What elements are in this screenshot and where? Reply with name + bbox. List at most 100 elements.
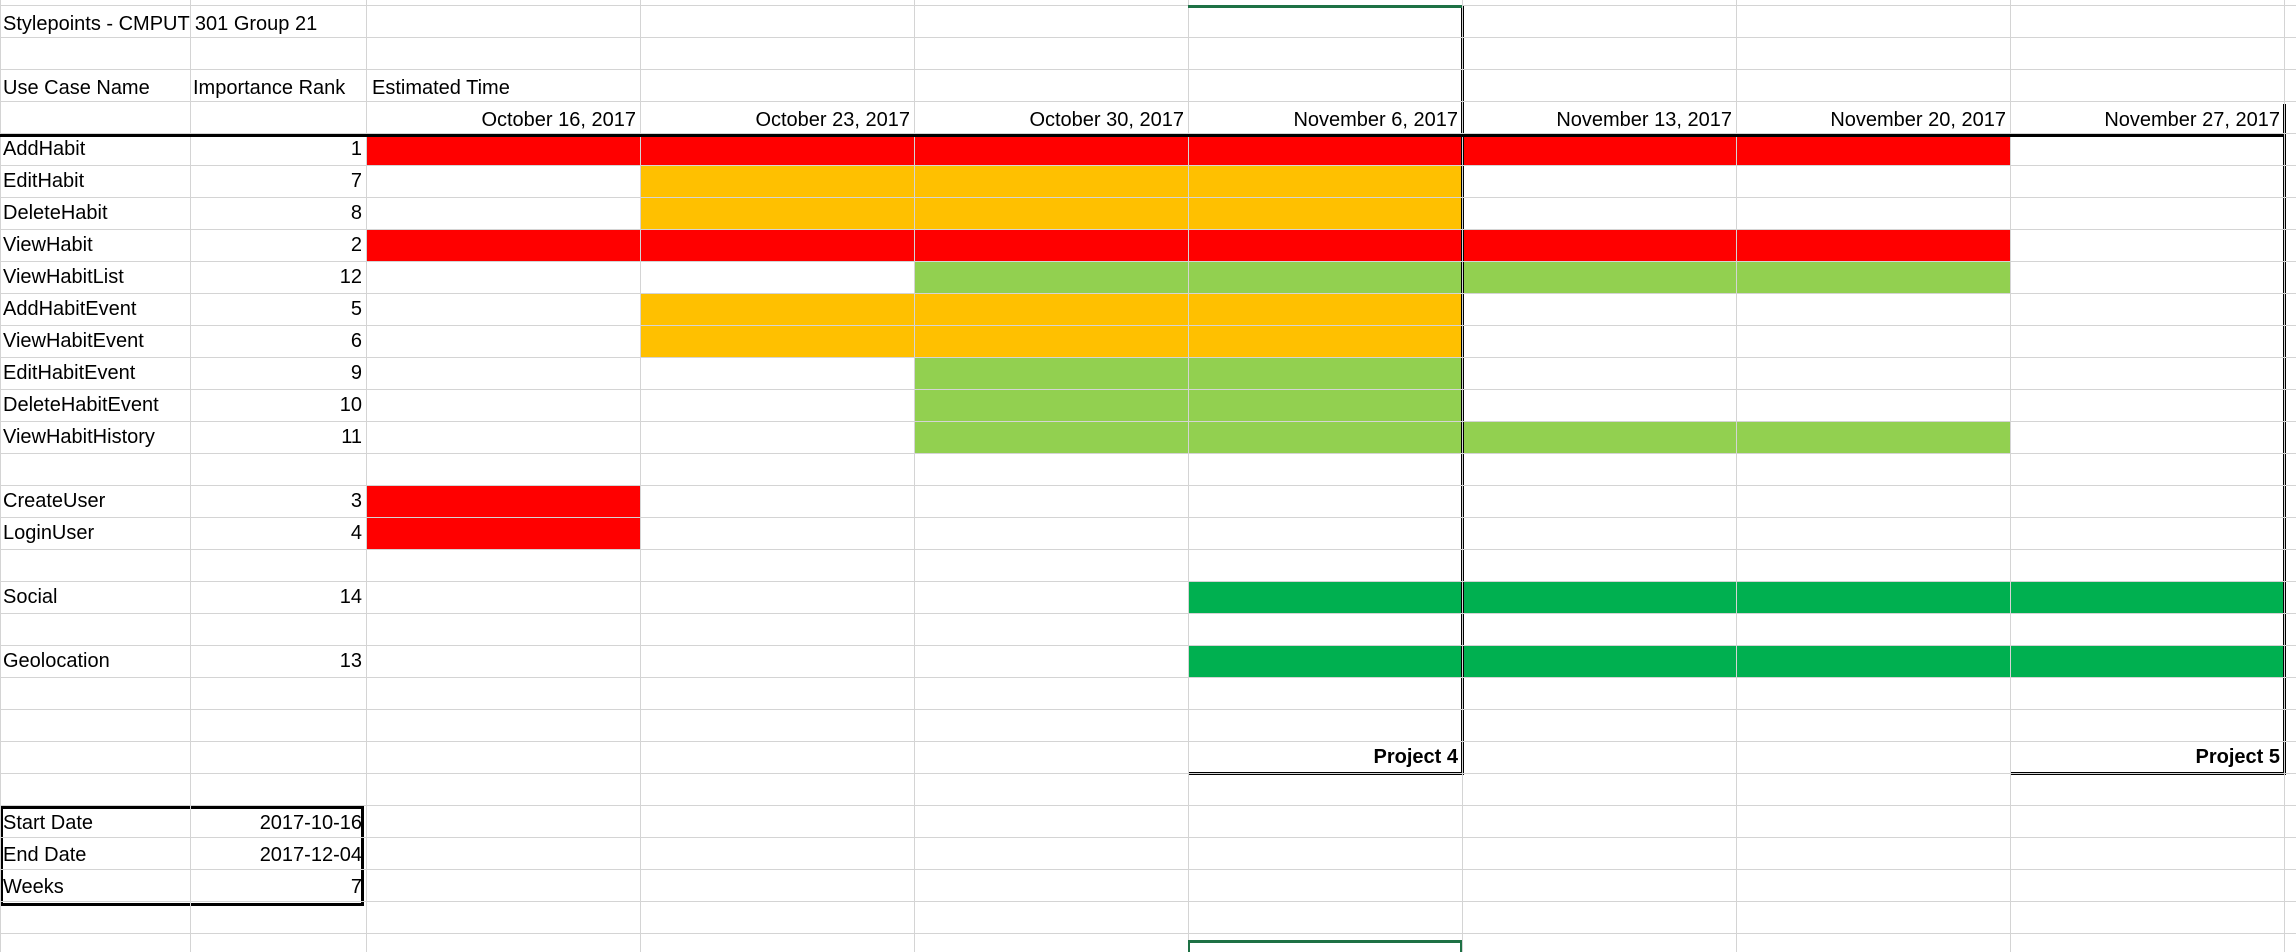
- summary-value: 2017-12-04: [259, 844, 362, 866]
- task-name: ViewHabitList: [3, 266, 124, 288]
- grid-row-line: [0, 773, 2296, 774]
- task-name: ViewHabitEvent: [3, 330, 144, 352]
- grid-row-line: [0, 69, 2296, 70]
- task-rank: 10: [339, 394, 362, 416]
- grid-column-line: [366, 0, 367, 952]
- task-rank: 12: [339, 266, 362, 288]
- task-name: Geolocation: [3, 650, 110, 672]
- grid-row-line: [0, 197, 2296, 198]
- grid-row-line: [0, 805, 2296, 806]
- task-rank: 2: [350, 234, 362, 256]
- selection-bottom-left: [1188, 940, 1190, 952]
- grid-row-line: [0, 933, 2296, 934]
- grid-column-line: [0, 0, 1, 952]
- task-name: CreateUser: [3, 490, 106, 512]
- summary-border: [0, 806, 364, 906]
- week-header: November 13, 2017: [1556, 109, 1732, 131]
- grid-column-line: [640, 0, 641, 952]
- task-name: Social: [3, 586, 58, 608]
- task-rank: 1: [350, 138, 362, 160]
- grid-row-line: [0, 709, 2296, 710]
- grid-row-line: [0, 517, 2296, 518]
- task-rank: 13: [339, 650, 362, 672]
- task-rank: 5: [350, 298, 362, 320]
- grid-row-line: [0, 5, 2296, 6]
- summary-value: 7: [350, 876, 362, 898]
- grid-row-line: [0, 549, 2296, 550]
- gantt-bar-loginuser: [367, 518, 640, 550]
- gantt-bar-viewhabitevent: [641, 326, 1462, 358]
- task-rank: 3: [350, 490, 362, 512]
- task-rank: 6: [350, 330, 362, 352]
- grid-row-line: [0, 357, 2296, 358]
- selection-bottom-right: [1460, 940, 1462, 952]
- gantt-bar-createuser: [367, 486, 640, 518]
- grid-row-line: [0, 869, 2296, 870]
- grid-row-line: [0, 261, 2296, 262]
- grid-row-line: [0, 421, 2296, 422]
- grid-column-line: [914, 0, 915, 952]
- grid-column-line: [2010, 0, 2011, 952]
- gantt-bar-deletehabit: [641, 198, 1462, 230]
- grid-row-line: [0, 453, 2296, 454]
- summary-label: Weeks: [3, 876, 64, 898]
- grid-column-line: [190, 0, 191, 952]
- task-rank: 9: [350, 362, 362, 384]
- grid-row-line: [0, 837, 2296, 838]
- grid-row-line: [0, 901, 2296, 902]
- grid-row-line: [0, 645, 2296, 646]
- gantt-bar-edithabit: [641, 166, 1462, 198]
- task-name: EditHabit: [3, 170, 85, 192]
- task-name: AddHabit: [3, 138, 86, 160]
- week-header: November 27, 2017: [2104, 109, 2280, 131]
- selection-top-indicator: [1188, 5, 1462, 8]
- selection-bottom-indicator: [1188, 940, 1462, 943]
- summary-value: 2017-10-16: [259, 812, 362, 834]
- grid-row-line: [0, 165, 2296, 166]
- header-estimated-time: Estimated Time: [372, 77, 510, 99]
- header-importance-rank: Importance Rank: [193, 77, 346, 99]
- task-rank: 14: [339, 586, 362, 608]
- grid-row-line: [0, 325, 2296, 326]
- sheet-title: Stylepoints - CMPUT 301 Group 21: [3, 13, 318, 35]
- grid-row-line: [0, 133, 2296, 134]
- week-header: October 16, 2017: [481, 109, 636, 131]
- task-name: DeleteHabit: [3, 202, 108, 224]
- task-rank: 7: [350, 170, 362, 192]
- grid-row-line: [0, 101, 2296, 102]
- task-name: AddHabitEvent: [3, 298, 137, 320]
- grid-row-line: [0, 37, 2296, 38]
- grid-row-line: [0, 741, 2296, 742]
- summary-label: Start Date: [3, 812, 94, 834]
- grid-row-line: [0, 293, 2296, 294]
- task-rank: 8: [350, 202, 362, 224]
- grid-column-line: [1188, 0, 1189, 952]
- week-header: October 30, 2017: [1029, 109, 1184, 131]
- header-use-case-name: Use Case Name: [3, 77, 150, 99]
- grid-column-line: [1736, 0, 1737, 952]
- grid-row-line: [0, 677, 2296, 678]
- summary-label: End Date: [3, 844, 87, 866]
- week-header: October 23, 2017: [755, 109, 910, 131]
- grid-row-line: [0, 485, 2296, 486]
- milestone-label: Project 4: [1373, 746, 1458, 768]
- grid-row-line: [0, 389, 2296, 390]
- task-name: ViewHabit: [3, 234, 93, 256]
- grid-column-line: [2284, 0, 2285, 952]
- week-header: November 6, 2017: [1293, 109, 1458, 131]
- task-name: EditHabitEvent: [3, 362, 136, 384]
- task-name: DeleteHabitEvent: [3, 394, 159, 416]
- grid-column-line: [1462, 0, 1463, 952]
- grid-row-line: [0, 581, 2296, 582]
- gantt-bar-addhabitevent: [641, 294, 1462, 326]
- task-rank: 4: [350, 522, 362, 544]
- task-rank: 11: [341, 426, 362, 448]
- milestone-label: Project 5: [2195, 746, 2280, 768]
- grid-row-line: [0, 229, 2296, 230]
- grid-row-line: [0, 613, 2296, 614]
- task-name: ViewHabitHistory: [3, 426, 155, 448]
- header-bottom-border: [0, 134, 2284, 137]
- week-header: November 20, 2017: [1830, 109, 2006, 131]
- task-name: LoginUser: [3, 522, 95, 544]
